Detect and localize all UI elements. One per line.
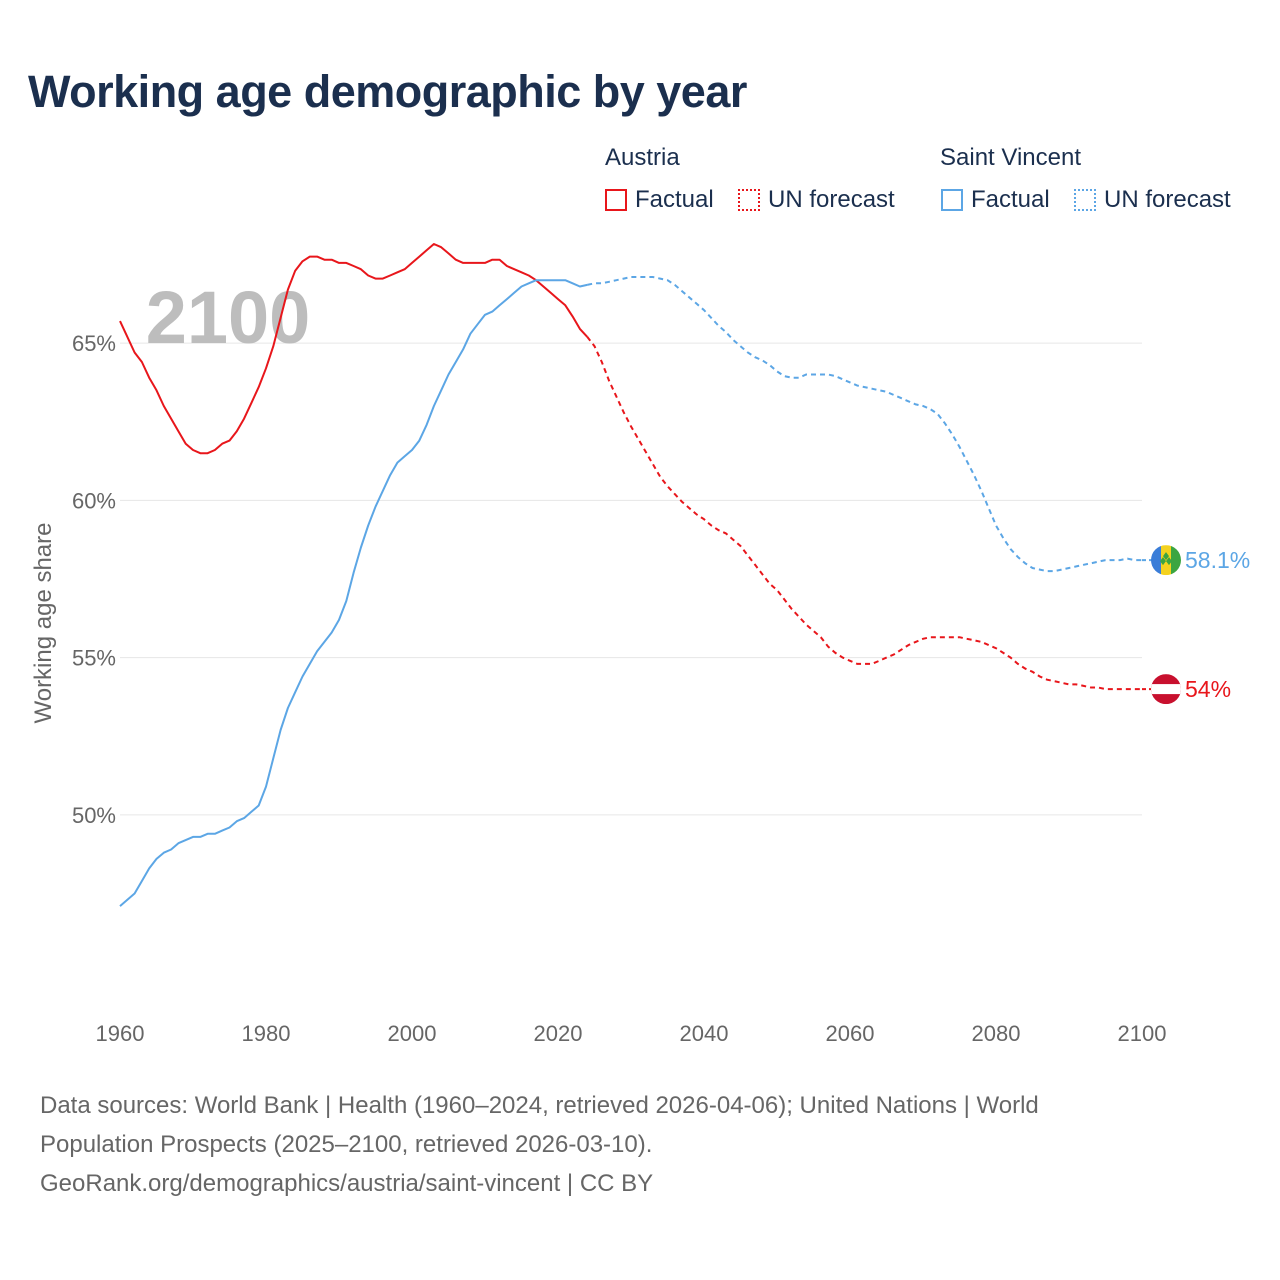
y-tick-label-60: 60% [72,488,116,513]
series-line-austria-factual [119,243,588,455]
swatch-saint-vincent-factual [941,189,963,211]
flag-icon-saint-vincent [1151,545,1181,576]
end-marker-layer: 54% 58.1% [1142,545,1250,705]
series-line-saint-vincent-factual [119,279,588,907]
legend-austria-forecast[interactable]: UN forecast [738,186,895,214]
x-tick-label-2080: 2080 [972,1021,1021,1046]
sources-line-2: Population Prospects (2025–2100, retriev… [40,1131,653,1158]
end-value-label-austria: 54% [1185,676,1231,702]
legend-austria-factual[interactable]: Factual [605,186,714,214]
swatch-austria-factual [605,189,627,211]
x-tick-label-1960: 1960 [96,1021,145,1046]
chart-title: Working age demographic by year [28,66,747,117]
flag-body-austria [1151,674,1181,705]
y-axis-title: Working age share [30,523,57,724]
series-layer [119,243,1142,907]
swatch-austria-forecast [738,189,760,211]
flag-stripe-white [1151,684,1181,695]
flag-stripe-blue [1151,545,1161,576]
y-tick-label-65: 65% [72,331,116,356]
legend-saint-vincent-forecast[interactable]: UN forecast [1074,186,1231,214]
flag-stripe-green [1171,545,1181,576]
end-value-label-saint-vincent: 58.1% [1185,547,1250,573]
x-tick-label-2040: 2040 [680,1021,729,1046]
sources-line-3[interactable]: GeoRank.org/demographics/austria/saint-v… [40,1170,654,1197]
sources-line-1: Data sources: World Bank | Health (1960–… [40,1092,1039,1119]
flag-icon-austria [1151,674,1181,705]
legend-saint-vincent-factual[interactable]: Factual [941,186,1050,214]
series-line-saint-vincent-forecast [586,276,1142,573]
legend-saint-vincent-factual-label: Factual [971,186,1050,213]
y-tick-label-55: 55% [72,646,116,671]
data-sources: Data sources: World Bank | Health (1960–… [40,1086,1220,1203]
legend-austria-factual-label: Factual [635,186,714,213]
x-tick-label-2020: 2020 [534,1021,583,1046]
line-chart: 50% 55% 60% 65% 1960 1980 2000 2020 2040 2060 2080… [30,243,1250,1046]
legend-saint-vincent-title: Saint Vincent [940,144,1081,171]
x-tick-label-1980: 1980 [242,1021,291,1046]
legend-austria-forecast-label: UN forecast [768,186,895,213]
flag-body-saint-vincent [1151,545,1181,576]
legend-austria-title: Austria [605,144,680,171]
year-watermark: 2100 [146,276,311,359]
grid-layer: 50% 55% 60% 65% 1960 1980 2000 2020 2040 2060 2080… [72,331,1167,1046]
x-tick-label-2060: 2060 [826,1021,875,1046]
series-line-austria-forecast [586,336,1142,691]
x-tick-label-2100: 2100 [1118,1021,1167,1046]
y-tick-label-50: 50% [72,803,116,828]
x-tick-label-2000: 2000 [388,1021,437,1046]
swatch-saint-vincent-forecast [1074,189,1096,211]
legend-saint-vincent-forecast-label: UN forecast [1104,186,1231,213]
flag-diamonds [1160,552,1172,566]
